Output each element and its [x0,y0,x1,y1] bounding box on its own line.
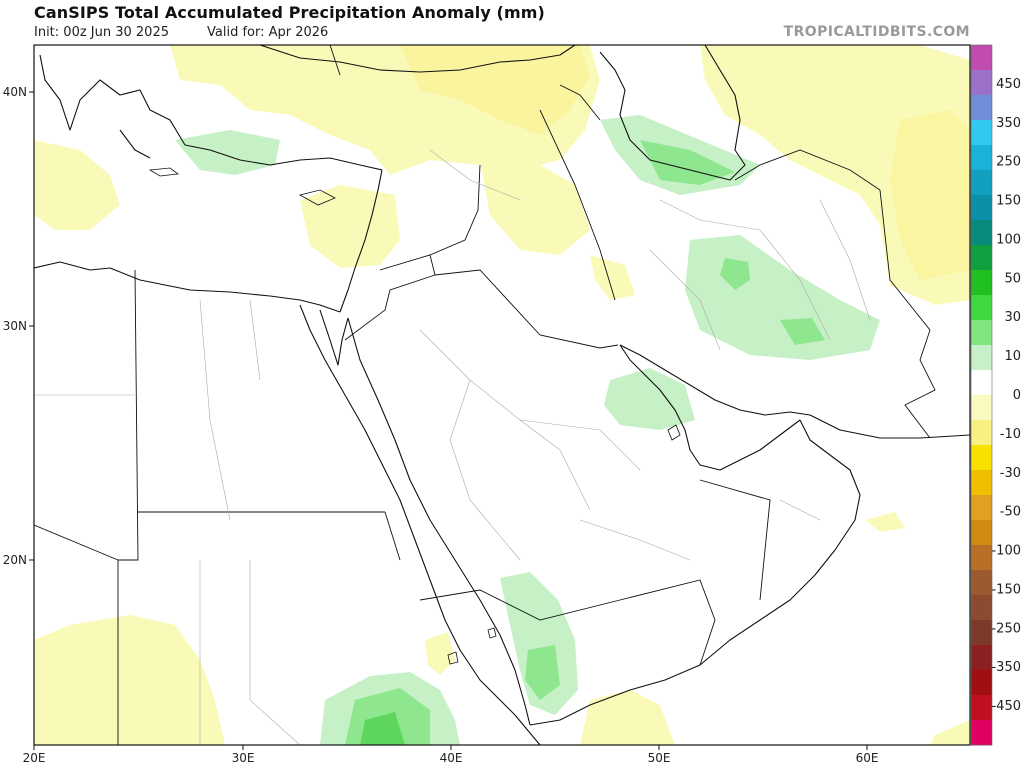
colorbar-label: -10 [1000,427,1021,442]
colorbar-label: -150 [991,582,1021,597]
colorbar-swatch [971,320,992,346]
dry-anomaly-regions [34,45,970,745]
site-credit: TROPICALTIDBITS.COM [783,24,970,40]
colorbar-label: 50 [1004,271,1021,286]
map-title: CanSIPS Total Accumulated Precipitation … [34,3,545,22]
colorbar-swatch [971,520,992,546]
colorbar-swatch [971,670,992,696]
colorbar-swatch [971,420,992,446]
colorbar-swatch [971,370,992,396]
colorbar-label: 10 [1004,349,1021,364]
lat-label-40n: 40N [3,85,27,99]
colorbar: 4503502501501005030100-10-30-50-100-150-… [970,44,1021,746]
wet-anomaly-strong [360,712,405,745]
lon-label-30e: 30E [232,751,255,765]
colorbar-label: 250 [996,155,1021,170]
admin-borders [34,149,871,745]
colorbar-swatch [971,395,992,421]
colorbar-label: -250 [991,621,1021,636]
country-borders [34,45,936,745]
colorbar-swatch [971,245,992,271]
lat-label-20n: 20N [3,553,27,567]
colorbar-swatch [971,345,992,371]
colorbar-swatch [971,495,992,521]
map-frame [33,44,971,746]
colorbar-swatch [971,220,992,246]
coastlines-and-borders [34,45,970,745]
colorbar-swatch [971,720,992,746]
colorbar-swatch [971,45,992,71]
colorbar-label: 100 [996,232,1021,247]
longitude-labels: 20E 30E 40E 50E 60E [23,745,879,765]
colorbar-swatch [971,295,992,321]
colorbar-swatch [971,120,992,146]
colorbar-label: 30 [1004,310,1021,325]
init-time: Init: 00z Jun 30 2025 [34,25,169,40]
colorbar-label: -450 [991,699,1021,714]
colorbar-swatch [971,70,992,96]
colorbar-swatch [971,570,992,596]
colorbar-swatch [971,270,992,296]
colorbar-label: -100 [991,544,1021,559]
colorbar-frame [970,44,993,746]
lon-label-20e: 20E [23,751,46,765]
colorbar-label: 350 [996,116,1021,131]
dry-anomaly-core [400,45,970,280]
colorbar-swatch [971,470,992,496]
colorbar-swatch [971,595,992,621]
latitude-labels: 40N 30N 20N [3,85,34,567]
lat-label-30n: 30N [3,319,27,333]
colorbar-swatch [971,195,992,221]
islands [148,167,681,665]
colorbar-swatch [971,95,992,121]
colorbar-label: -50 [1000,505,1021,520]
colorbar-label: -350 [991,660,1021,675]
colorbar-swatch [971,170,992,196]
colorbar-swatch [971,145,992,171]
colorbar-swatches [970,44,993,746]
colorbar-labels: 4503502501501005030100-10-30-50-100-150-… [991,77,1021,714]
colorbar-label: -30 [1000,466,1021,481]
valid-time: Valid for: Apr 2026 [207,25,329,40]
colorbar-swatch [971,620,992,646]
colorbar-swatch [971,645,992,671]
lon-label-50e: 50E [648,751,671,765]
colorbar-label: 450 [996,77,1021,92]
colorbar-label: 0 [1013,388,1021,403]
colorbar-label: 150 [996,194,1021,209]
colorbar-swatch [971,445,992,471]
lon-label-40e: 40E [440,751,463,765]
colorbar-swatch [971,545,992,571]
lon-label-60e: 60E [856,751,879,765]
colorbar-swatch [971,695,992,721]
